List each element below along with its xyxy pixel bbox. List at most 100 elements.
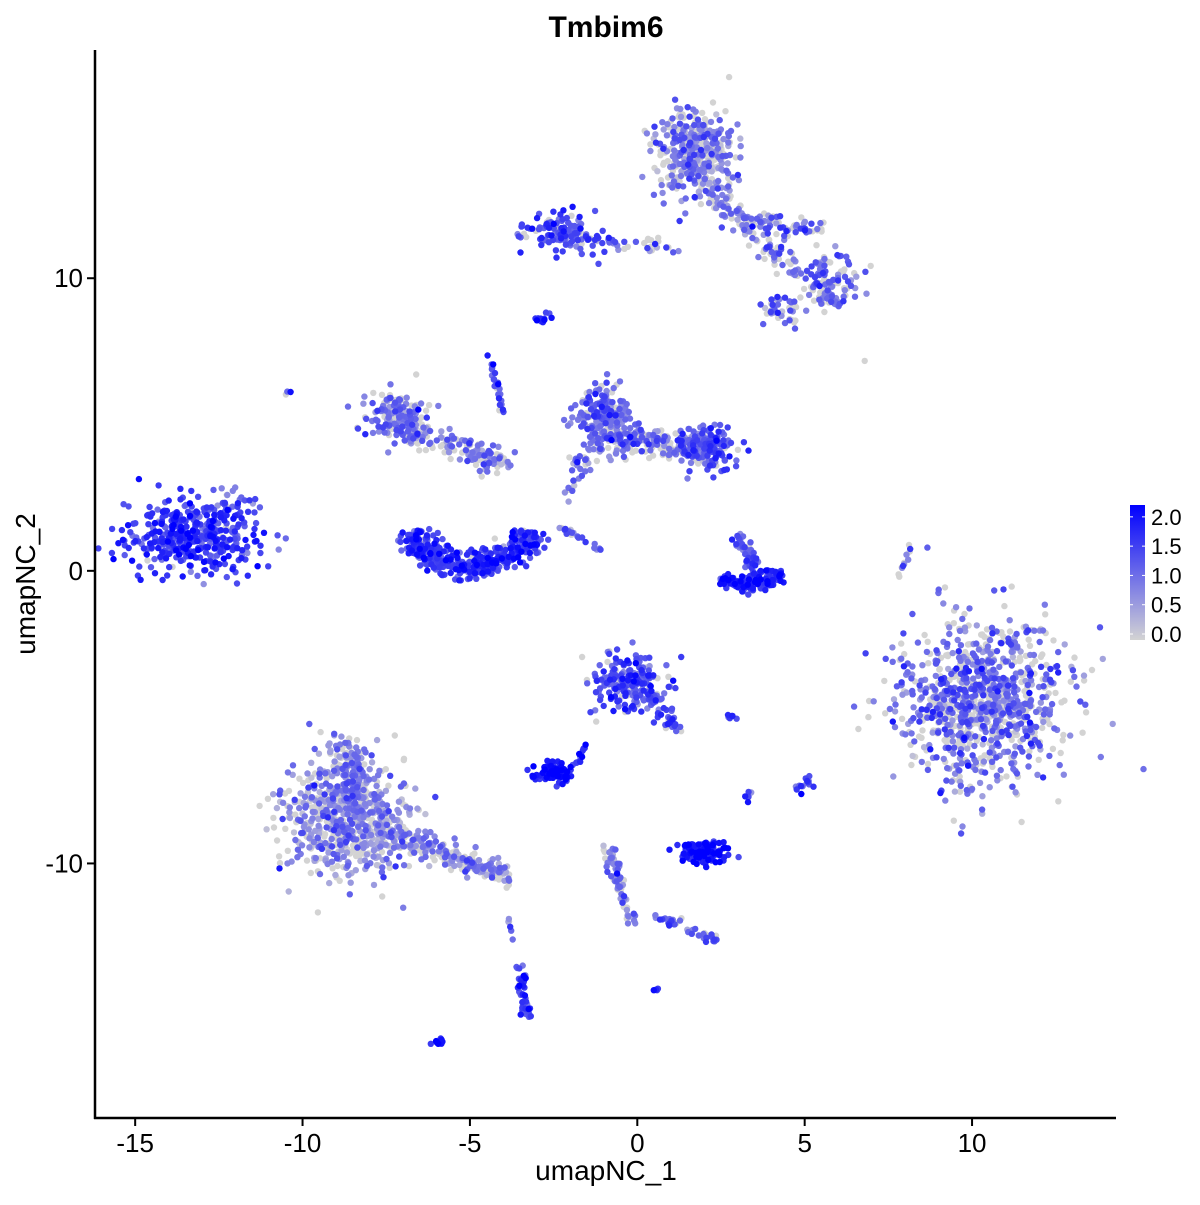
data-point [416,447,423,454]
data-point [574,237,581,244]
data-point [918,706,925,713]
data-point [676,217,683,225]
data-point [582,538,589,546]
data-point [686,175,693,182]
data-point [1036,638,1043,646]
data-point [840,293,847,300]
data-point [994,740,1001,747]
data-point [597,423,604,430]
data-point [289,771,296,778]
data-point [217,527,225,534]
data-point [562,241,570,248]
data-point [721,466,728,474]
data-point [468,859,476,866]
data-point [608,854,615,862]
data-point [511,449,518,456]
data-point [462,447,470,454]
data-point [177,557,184,565]
data-point [714,145,722,152]
data-point [749,234,756,242]
data-point [198,533,205,540]
data-point [900,663,908,670]
data-point [342,739,349,746]
data-point [1016,657,1023,665]
data-point [961,624,969,631]
data-point [948,670,955,678]
data-point [720,437,727,444]
data-point [971,652,978,659]
data-point [472,843,479,851]
data-point [1040,711,1048,718]
data-point [552,247,560,254]
data-point [741,544,748,551]
data-point [257,542,264,549]
data-point [638,680,646,687]
data-point [976,681,983,689]
data-point [777,224,784,231]
data-point [708,168,715,175]
data-point [645,441,652,448]
data-point [990,666,997,673]
data-point [640,687,647,694]
data-point [853,273,860,280]
data-point [430,532,437,539]
data-point [650,719,658,726]
data-point [566,454,573,461]
data-point [1097,753,1105,761]
data-point [339,823,346,830]
data-point [314,909,322,916]
data-point [944,651,952,658]
data-point [1055,798,1062,805]
data-point [577,758,584,765]
data-point [669,115,676,122]
data-point [360,772,367,780]
data-point [577,465,584,473]
data-point [707,431,714,438]
data-point [787,307,794,314]
data-point [1013,770,1021,777]
data-point [956,788,964,795]
data-point [392,863,399,870]
data-point [663,662,670,669]
data-point [304,770,311,777]
data-point [360,833,367,840]
data-point [711,936,718,943]
data-point [299,829,306,837]
data-point [786,298,793,305]
data-point [374,417,381,425]
data-point [781,319,789,327]
data-point [519,998,526,1006]
data-point [422,828,429,835]
data-point [147,513,154,520]
data-point [239,547,246,554]
data-point [684,475,691,482]
data-point [651,123,658,130]
data-point [998,640,1005,647]
data-point [1014,644,1021,651]
data-point [374,772,382,779]
data-point [305,826,312,833]
data-point [473,575,480,582]
data-point [988,737,995,744]
data-point [961,610,968,618]
data-point [1005,639,1012,646]
data-point [1005,705,1012,712]
data-point [567,405,575,412]
data-point [730,227,737,234]
data-point [596,445,604,452]
data-point [361,800,369,808]
data-point [844,278,852,285]
data-point [720,212,727,219]
data-point [371,790,378,798]
data-point [963,786,970,794]
data-point [334,783,341,790]
data-point [396,406,404,413]
data-point [610,384,617,392]
data-point [671,135,678,142]
data-point [580,420,587,427]
data-point [343,780,350,787]
data-point [607,456,614,464]
data-point [315,822,322,829]
data-point [387,829,394,836]
data-point [734,121,741,128]
